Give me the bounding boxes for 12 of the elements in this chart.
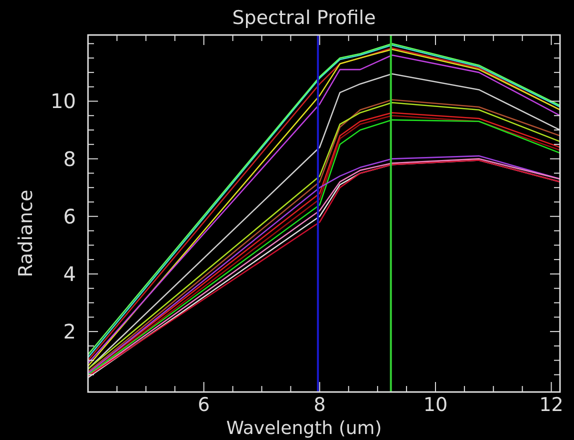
- x-tick-label: 10: [423, 394, 448, 416]
- y-tick-label: 2: [63, 320, 76, 344]
- x-axis-title: Wavelength (um): [226, 418, 382, 439]
- y-tick-label: 4: [63, 262, 76, 286]
- y-tick-label: 8: [63, 146, 76, 171]
- y-axis-title: Radiance: [15, 190, 37, 278]
- x-tick-label: 6: [198, 394, 210, 416]
- x-tick-label: 12: [539, 394, 564, 416]
- y-tick-label: 6: [63, 204, 76, 228]
- chart-title: Spectral Profile: [232, 7, 376, 29]
- y-tick-label: 10: [50, 89, 76, 114]
- x-tick-label: 8: [314, 394, 326, 416]
